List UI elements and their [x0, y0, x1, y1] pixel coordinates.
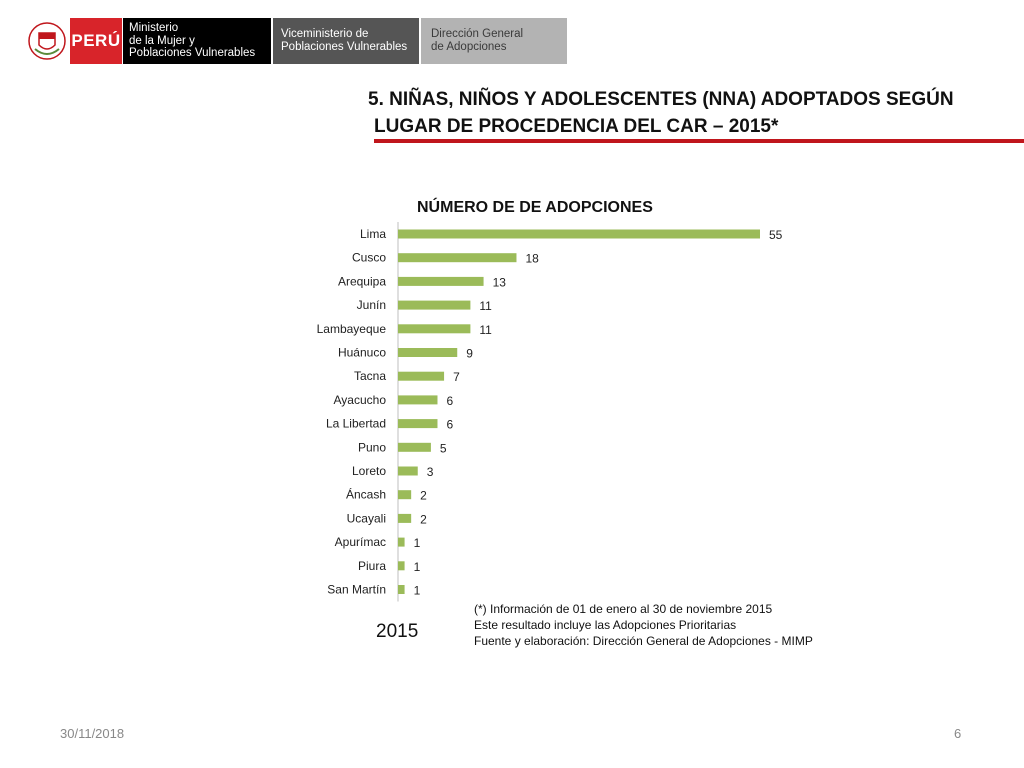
- data-label: 13: [493, 275, 507, 289]
- bar: [398, 466, 418, 476]
- header-banner: PERÚ Ministerio de la Mujer y Poblacione…: [24, 18, 567, 64]
- bar: [398, 585, 405, 594]
- footnote-3: Fuente y elaboración: Dirección General …: [474, 634, 813, 648]
- bar: [398, 490, 412, 500]
- data-label: 2: [420, 512, 427, 526]
- bar: [398, 513, 412, 523]
- peru-label: PERÚ: [70, 18, 122, 64]
- chart-title: NÚMERO DE DE ADOPCIONES: [417, 199, 653, 216]
- data-label: 6: [446, 418, 453, 432]
- bar: [398, 253, 517, 263]
- bar: [398, 442, 431, 452]
- data-label: 11: [479, 299, 492, 313]
- bar: [398, 229, 760, 239]
- bar: [398, 300, 471, 310]
- category-label: Lima: [360, 227, 386, 241]
- category-label: Puno: [358, 440, 386, 454]
- footnote-2: Este resultado incluye las Adopciones Pr…: [474, 618, 737, 632]
- data-label: 11: [479, 323, 492, 337]
- category-label: Ucayali: [347, 511, 386, 525]
- bar: [398, 276, 484, 286]
- page-number: 6: [954, 726, 962, 741]
- data-label: 1: [414, 584, 421, 598]
- slide-title: 5. NIÑAS, NIÑOS Y ADOLESCENTES (NNA) ADO…: [368, 86, 954, 140]
- category-label: Arequipa: [338, 274, 386, 288]
- year-label: 2015: [376, 621, 419, 642]
- data-label: 5: [440, 441, 447, 455]
- category-label: Junín: [357, 298, 386, 312]
- category-label: Apurímac: [335, 535, 386, 549]
- direction-name: Dirección General de Adopciones: [421, 18, 567, 64]
- bar: [398, 561, 405, 571]
- footer-date: 30/11/2018: [60, 726, 125, 741]
- footnote-1: (*) Información de 01 de enero al 30 de …: [474, 602, 773, 616]
- bar: [398, 371, 445, 381]
- category-label: San Martín: [327, 583, 386, 597]
- category-label: Tacna: [354, 369, 386, 383]
- data-label: 6: [446, 394, 453, 408]
- category-label: Loreto: [352, 464, 386, 478]
- data-label: 9: [466, 347, 473, 361]
- bar: [398, 537, 405, 547]
- bar: [398, 395, 438, 405]
- category-label: Piura: [358, 559, 386, 573]
- category-label: Lambayeque: [317, 322, 387, 336]
- slide-title-line1: 5. NIÑAS, NIÑOS Y ADOLESCENTES (NNA) ADO…: [368, 89, 954, 110]
- peru-shield-icon: [24, 18, 70, 64]
- bar: [398, 324, 471, 334]
- data-label: 55: [769, 228, 783, 242]
- category-label: Huánuco: [338, 346, 386, 360]
- bar: [398, 419, 438, 429]
- data-label: 1: [414, 560, 421, 574]
- bar: [398, 348, 458, 357]
- footnotes: (*) Información de 01 de enero al 30 de …: [474, 601, 813, 649]
- category-label: Cusco: [352, 251, 386, 265]
- vice-ministry-name: Viceministerio de Poblaciones Vulnerable…: [273, 18, 419, 64]
- data-label: 3: [427, 465, 434, 479]
- slide-title-line2: LUGAR DE PROCEDENCIA DEL CAR – 2015*: [374, 116, 779, 137]
- title-underline: [374, 139, 1024, 143]
- ministry-name: Ministerio de la Mujer y Poblaciones Vul…: [123, 18, 271, 64]
- category-label: Áncash: [346, 487, 386, 502]
- category-label: Ayacucho: [334, 393, 387, 407]
- category-label: La Libertad: [326, 417, 386, 431]
- data-label: 2: [420, 489, 427, 503]
- data-label: 7: [453, 370, 460, 384]
- data-label: 1: [414, 536, 421, 550]
- data-label: 18: [525, 252, 539, 266]
